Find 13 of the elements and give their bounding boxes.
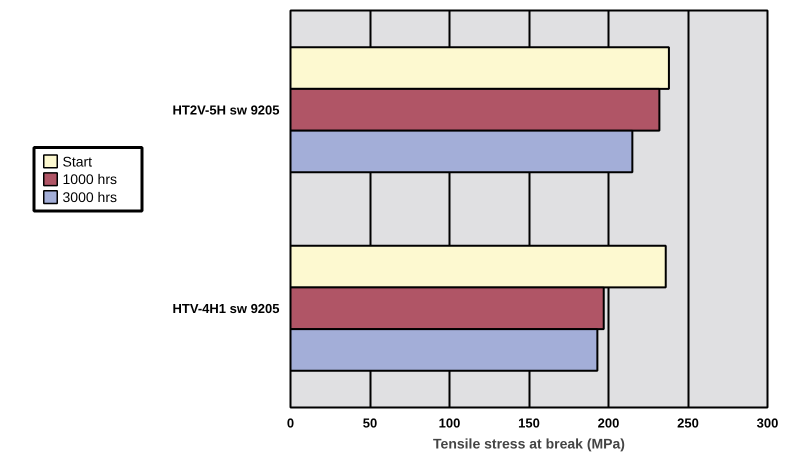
x-tick-label: 200: [598, 416, 620, 430]
x-tick-label: 50: [362, 416, 378, 430]
x-axis-title: Tensile stress at break (MPa): [433, 436, 625, 452]
x-tick-label: 150: [518, 416, 540, 430]
x-tick-label: 100: [438, 416, 460, 430]
legend-label: 1000 hrs: [62, 171, 117, 188]
x-tick-label: 300: [756, 416, 778, 430]
legend-label: Start: [62, 153, 92, 170]
y-tick-label: HTV-4H1 sw 9205: [172, 300, 280, 316]
x-tick-label: 0: [286, 416, 294, 430]
legend-label: 3000 hrs: [62, 189, 117, 206]
y-tick-label: HT2V-5H sw 9205: [172, 102, 280, 118]
x-tick-label: 250: [677, 416, 699, 430]
